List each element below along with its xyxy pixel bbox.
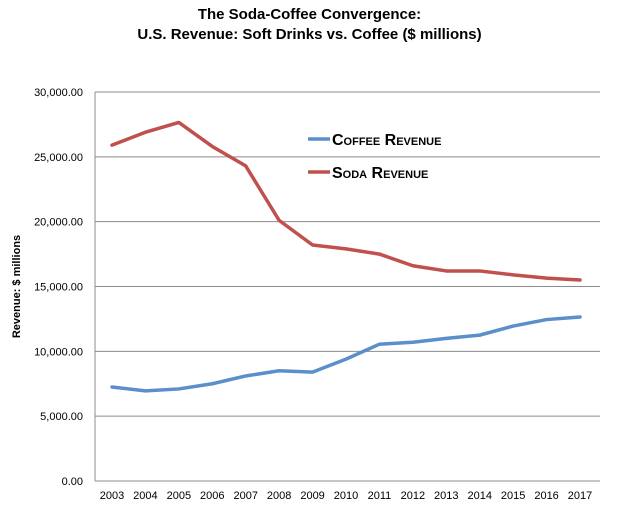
series-line-coffee-revenue	[110, 315, 582, 393]
y-axis-label: Revenue: $ millions	[11, 235, 23, 338]
y-tick-label: 10,000.00	[34, 346, 83, 358]
x-tick-label: 2016	[534, 490, 558, 502]
x-tick-label: 2005	[167, 490, 191, 502]
series-line-soda-revenue	[110, 120, 582, 282]
y-tick-label: 5,000.00	[40, 411, 83, 423]
x-tick-label: 2003	[100, 490, 124, 502]
x-tick-label: 2008	[267, 490, 291, 502]
y-tick-label: 30,000.00	[34, 87, 83, 99]
y-tick-label: 25,000.00	[34, 152, 83, 164]
legend-label-coffee-revenue: Coffee Revenue	[332, 132, 441, 149]
x-tick-label: 2017	[568, 490, 592, 502]
chart-subtitle: U.S. Revenue: Soft Drinks vs. Coffee ($ …	[137, 26, 482, 43]
x-tick-label: 2012	[401, 490, 425, 502]
x-tick-label: 2013	[434, 490, 458, 502]
legend-label-soda-revenue: Soda Revenue	[332, 165, 428, 182]
x-tick-label: 2007	[233, 490, 257, 502]
x-tick-label: 2011	[368, 490, 392, 502]
y-tick-label: 20,000.00	[34, 217, 83, 229]
x-tick-label: 2004	[133, 490, 157, 502]
x-tick-label: 2015	[501, 490, 525, 502]
x-tick-label: 2006	[200, 490, 224, 502]
y-tick-label: 15,000.00	[34, 282, 83, 294]
y-tick-label: 0.00	[62, 476, 83, 488]
x-tick-label: 2010	[334, 490, 358, 502]
x-tick-label: 2014	[467, 490, 491, 502]
chart-title: The Soda-Coffee Convergence:	[197, 6, 422, 23]
x-tick-label: 2009	[300, 490, 324, 502]
